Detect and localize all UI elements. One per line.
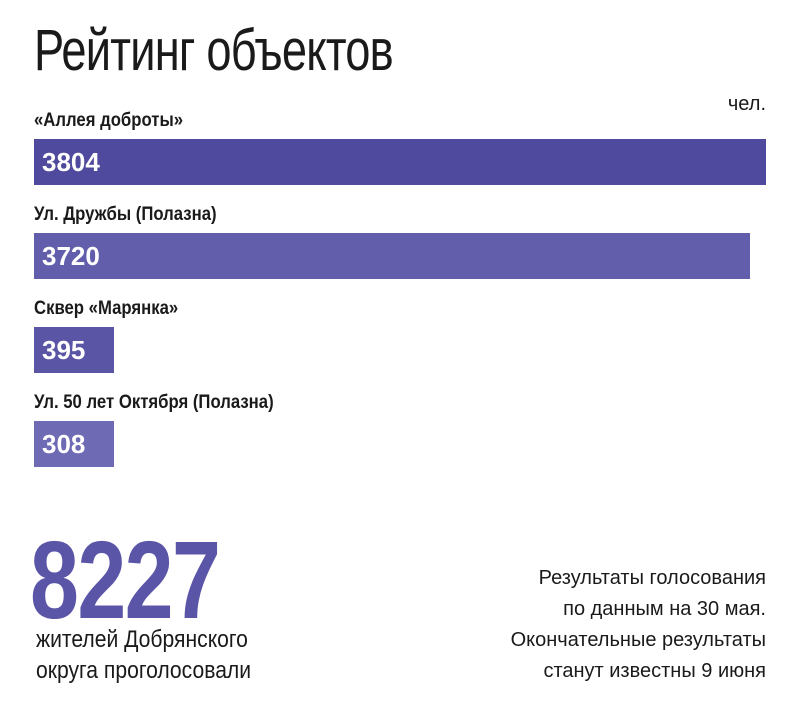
results-note: Результаты голосования по данным на 30 м… <box>510 567 766 682</box>
bar-value-label: 395 <box>42 335 86 365</box>
category-label: «Аллея доброты» <box>34 110 184 131</box>
category-label: Ул. Дружбы (Полазна) <box>34 204 217 225</box>
bar-value-label: 3804 <box>42 147 100 177</box>
category-label: Сквер «Марянка» <box>34 298 179 319</box>
total-votes-number: 8227 <box>30 519 221 642</box>
bar-value-label: 3720 <box>42 241 100 271</box>
bar: 3720 <box>34 233 750 279</box>
bar: 308 <box>34 421 114 467</box>
category-label: Ул. 50 лет Октября (Полазна) <box>34 392 274 413</box>
bar-value-label: 308 <box>42 429 86 459</box>
bar: 395 <box>34 327 114 373</box>
unit-label: чел. <box>727 93 766 115</box>
bar: 3804 <box>34 139 766 185</box>
total-votes-caption: жителей Добрянского округа проголосовали <box>36 626 252 684</box>
page-title: Рейтинг объектов <box>34 18 394 83</box>
bar-chart: «Аллея доброты» 3804 Ул. Дружбы (Полазна) 3… <box>34 110 766 467</box>
